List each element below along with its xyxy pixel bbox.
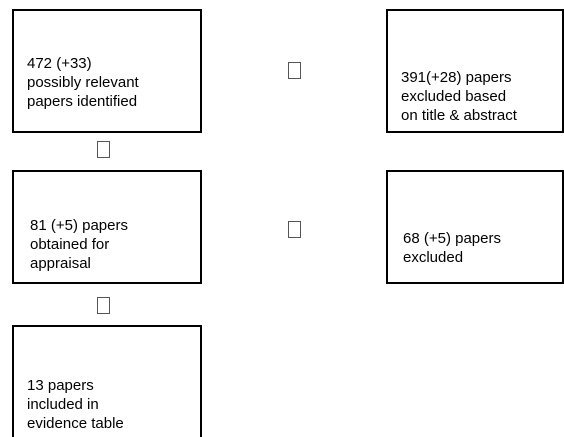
obtained-papers-box: 81 (+5) papers obtained for appraisal [12,170,202,284]
excluded-papers-box: 68 (+5) papers excluded [386,170,564,284]
included-papers-box: 13 papers included in evidence table [12,325,202,437]
identified-papers-text: 472 (+33) possibly relevant papers ident… [27,55,139,110]
obtained-papers-text: 81 (+5) papers obtained for appraisal [30,217,128,272]
identified-papers-box: 472 (+33) possibly relevant papers ident… [12,9,202,133]
included-papers-text: 13 papers included in evidence table [27,377,124,432]
excluded-papers-text: 68 (+5) papers excluded [403,230,501,266]
arrow-right-icon [288,221,301,238]
excluded-title-abstract-text: 391(+28) papers excluded based on title … [401,69,517,124]
arrow-right-icon [288,62,301,79]
excluded-title-abstract-box: 391(+28) papers excluded based on title … [386,9,564,133]
arrow-down-icon [97,141,110,158]
arrow-down-icon [97,297,110,314]
